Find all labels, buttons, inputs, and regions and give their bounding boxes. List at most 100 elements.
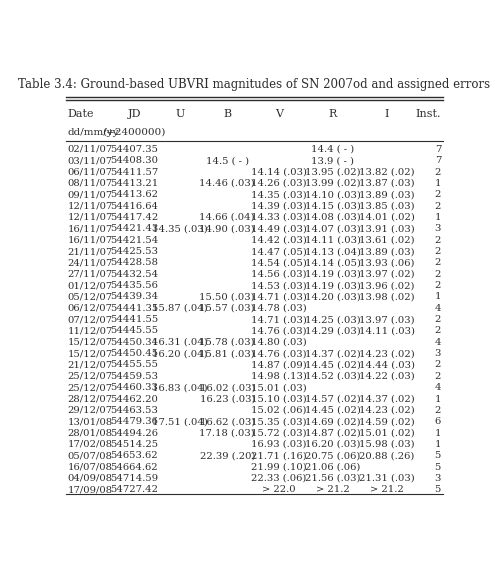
Text: 14.23 (.02): 14.23 (.02) [359, 349, 415, 358]
Text: 54450.45: 54450.45 [110, 349, 158, 358]
Text: Table 3.4: Ground-based UBVRI magnitudes of SN 2007od and assigned errors: Table 3.4: Ground-based UBVRI magnitudes… [18, 79, 490, 92]
Text: > 21.2: > 21.2 [316, 485, 350, 494]
Text: 54428.58: 54428.58 [110, 259, 158, 267]
Text: 16.93 (.03): 16.93 (.03) [251, 440, 307, 449]
Text: 21.71 (.16): 21.71 (.16) [251, 451, 307, 460]
Text: 14.78 (.03): 14.78 (.03) [251, 304, 307, 313]
Text: 14.87 (.09): 14.87 (.09) [251, 361, 307, 370]
Text: 54455.55: 54455.55 [110, 361, 158, 370]
Text: 14.19 (.03): 14.19 (.03) [305, 270, 361, 278]
Text: 54441.55: 54441.55 [110, 315, 158, 324]
Text: 54450.34: 54450.34 [110, 338, 158, 347]
Text: 07/12/07: 07/12/07 [67, 315, 113, 324]
Text: 05/07/08: 05/07/08 [67, 451, 113, 460]
Text: 14.69 (.02): 14.69 (.02) [305, 417, 361, 426]
Text: 14.56 (.03): 14.56 (.03) [251, 270, 307, 278]
Text: 17/02/08: 17/02/08 [67, 440, 113, 449]
Text: > 21.2: > 21.2 [370, 485, 404, 494]
Text: 13.9 ( - ): 13.9 ( - ) [311, 156, 354, 165]
Text: 28/01/08: 28/01/08 [67, 428, 113, 438]
Text: 1: 1 [434, 213, 441, 222]
Text: 14.45 (.02): 14.45 (.02) [305, 406, 361, 415]
Text: 14.98 (.13): 14.98 (.13) [251, 372, 307, 381]
Text: 16.20 (.04): 16.20 (.04) [152, 349, 207, 358]
Text: 21.56 (.03): 21.56 (.03) [305, 474, 361, 483]
Text: 15/12/07: 15/12/07 [67, 338, 113, 347]
Text: 54421.54: 54421.54 [110, 235, 158, 245]
Text: 2: 2 [434, 372, 441, 381]
Text: 25/12/07: 25/12/07 [67, 383, 113, 392]
Text: 17/09/08: 17/09/08 [67, 485, 113, 494]
Text: 54411.57: 54411.57 [110, 168, 158, 177]
Text: 13.93 (.06): 13.93 (.06) [359, 259, 415, 267]
Text: 13.82 (.02): 13.82 (.02) [359, 168, 415, 177]
Text: 54417.42: 54417.42 [110, 213, 158, 222]
Text: 21/11/07: 21/11/07 [67, 247, 113, 256]
Text: 12/11/07: 12/11/07 [67, 201, 113, 211]
Text: 06/11/07: 06/11/07 [67, 168, 113, 177]
Text: 20.75 (.06): 20.75 (.06) [305, 451, 361, 460]
Text: 15.50 (.03): 15.50 (.03) [199, 293, 255, 302]
Text: 54407.35: 54407.35 [110, 145, 158, 154]
Text: 16/07/08: 16/07/08 [67, 462, 113, 471]
Text: 1: 1 [434, 428, 441, 438]
Text: 4: 4 [434, 383, 441, 392]
Text: 54441.35: 54441.35 [110, 304, 158, 313]
Text: dd/mm/yy: dd/mm/yy [67, 128, 119, 137]
Text: 7: 7 [434, 145, 441, 154]
Text: 54425.53: 54425.53 [110, 247, 158, 256]
Text: 13.97 (.02): 13.97 (.02) [359, 270, 415, 278]
Text: 21.31 (.03): 21.31 (.03) [359, 474, 415, 483]
Text: 7: 7 [434, 156, 441, 165]
Text: 54463.53: 54463.53 [110, 406, 158, 415]
Text: 14.01 (.02): 14.01 (.02) [359, 213, 415, 222]
Text: 22.39 (.20): 22.39 (.20) [199, 451, 255, 460]
Text: (+2400000): (+2400000) [103, 128, 166, 137]
Text: 17.51 (.04): 17.51 (.04) [152, 417, 208, 426]
Text: 14.08 (.03): 14.08 (.03) [305, 213, 361, 222]
Text: 54653.62: 54653.62 [110, 451, 158, 460]
Text: 54514.25: 54514.25 [110, 440, 158, 449]
Text: 14.59 (.02): 14.59 (.02) [359, 417, 415, 426]
Text: 14.11 (.03): 14.11 (.03) [305, 235, 361, 245]
Text: 54460.33: 54460.33 [110, 383, 158, 392]
Text: 14.42 (.03): 14.42 (.03) [251, 235, 307, 245]
Text: 54494.26: 54494.26 [110, 428, 158, 438]
Text: 54413.62: 54413.62 [110, 190, 158, 199]
Text: V: V [275, 109, 283, 119]
Text: 22.33 (.06): 22.33 (.06) [251, 474, 307, 483]
Text: 01/12/07: 01/12/07 [67, 281, 113, 290]
Text: 13.87 (.03): 13.87 (.03) [359, 179, 415, 188]
Text: 1: 1 [434, 395, 441, 404]
Text: 14.13 (.04): 14.13 (.04) [305, 247, 361, 256]
Text: 15/12/07: 15/12/07 [67, 349, 113, 358]
Text: 14.52 (.03): 14.52 (.03) [305, 372, 361, 381]
Text: 16.31 (.04): 16.31 (.04) [152, 338, 207, 347]
Text: 21.06 (.06): 21.06 (.06) [305, 462, 361, 471]
Text: 2: 2 [434, 361, 441, 370]
Text: 14.76 (.03): 14.76 (.03) [251, 327, 307, 336]
Text: 14.76 (.03): 14.76 (.03) [251, 349, 307, 358]
Text: 14.45 (.02): 14.45 (.02) [305, 361, 361, 370]
Text: 16/11/07: 16/11/07 [67, 235, 113, 245]
Text: 1: 1 [434, 440, 441, 449]
Text: 03/11/07: 03/11/07 [67, 156, 113, 165]
Text: 2: 2 [434, 247, 441, 256]
Text: 13.91 (.03): 13.91 (.03) [359, 224, 415, 233]
Text: 15.81 (.03): 15.81 (.03) [199, 349, 255, 358]
Text: 12/11/07: 12/11/07 [67, 213, 113, 222]
Text: 14.53 (.03): 14.53 (.03) [251, 281, 307, 290]
Text: 24/11/07: 24/11/07 [67, 259, 113, 267]
Text: 14.33 (.03): 14.33 (.03) [251, 213, 307, 222]
Text: 3: 3 [434, 474, 441, 483]
Text: 54413.21: 54413.21 [110, 179, 158, 188]
Text: 54432.54: 54432.54 [110, 270, 158, 278]
Text: 14.37 (.02): 14.37 (.02) [359, 395, 415, 404]
Text: 54421.43: 54421.43 [110, 224, 158, 233]
Text: 13.98 (.02): 13.98 (.02) [359, 293, 415, 302]
Text: 54445.55: 54445.55 [110, 327, 158, 336]
Text: 27/11/07: 27/11/07 [67, 270, 113, 278]
Text: 14.90 (.03): 14.90 (.03) [199, 224, 255, 233]
Text: 15.10 (.03): 15.10 (.03) [251, 395, 307, 404]
Text: 21/12/07: 21/12/07 [67, 361, 113, 370]
